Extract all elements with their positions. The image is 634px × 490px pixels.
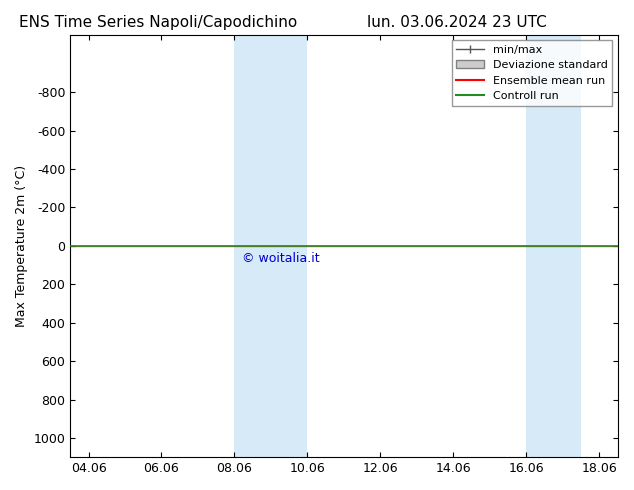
Bar	[526, 35, 581, 457]
Text: © woitalia.it: © woitalia.it	[242, 252, 320, 265]
Text: ENS Time Series Napoli/Capodichino: ENS Time Series Napoli/Capodichino	[20, 15, 297, 30]
Legend: min/max, Deviazione standard, Ensemble mean run, Controll run: min/max, Deviazione standard, Ensemble m…	[451, 40, 612, 106]
Text: lun. 03.06.2024 23 UTC: lun. 03.06.2024 23 UTC	[366, 15, 547, 30]
Y-axis label: Max Temperature 2m (°C): Max Temperature 2m (°C)	[15, 165, 28, 327]
Bar	[235, 35, 307, 457]
